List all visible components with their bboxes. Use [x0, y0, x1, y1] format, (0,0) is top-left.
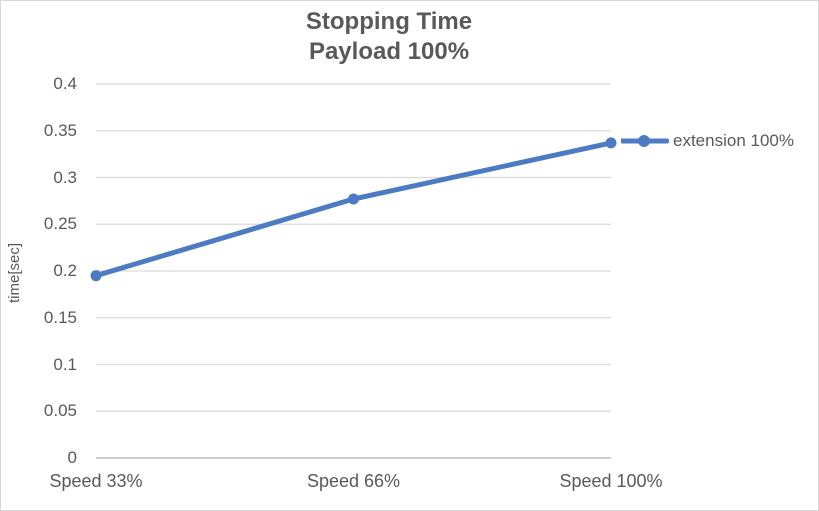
- x-axis-label: Speed 33%: [49, 471, 143, 491]
- legend-entry-label: extension 100%: [673, 131, 794, 150]
- x-axis-label: Speed 66%: [306, 471, 401, 491]
- chart-title-line2: Payload 100%: [308, 38, 470, 65]
- legend-line-marker-icon: [621, 135, 669, 147]
- y-tick-label: 0: [67, 448, 77, 467]
- data-point-marker: [605, 137, 617, 149]
- data-point-marker: [348, 193, 359, 205]
- y-tick-label: 0.25: [43, 214, 77, 234]
- y-tick-label: 0.3: [53, 167, 77, 187]
- legend: extension 100%: [621, 129, 794, 153]
- data-point-marker: [90, 270, 102, 282]
- series-line: [93, 140, 614, 279]
- chart-title: Stopping Time Payload 100%: [1, 7, 777, 67]
- y-tick-label: 0.4: [53, 74, 77, 93]
- x-axis-label: Speed 100%: [559, 471, 663, 491]
- y-tick-label: 0.2: [53, 261, 77, 280]
- y-tick-label: 0.05: [43, 401, 77, 421]
- y-tick-label: 0.1: [53, 354, 77, 374]
- legend-dot: [638, 135, 650, 147]
- chart-title-line1: Stopping Time: [305, 8, 473, 35]
- y-tick-label: 0.15: [43, 307, 77, 327]
- y-tick-label: 0.35: [43, 120, 77, 140]
